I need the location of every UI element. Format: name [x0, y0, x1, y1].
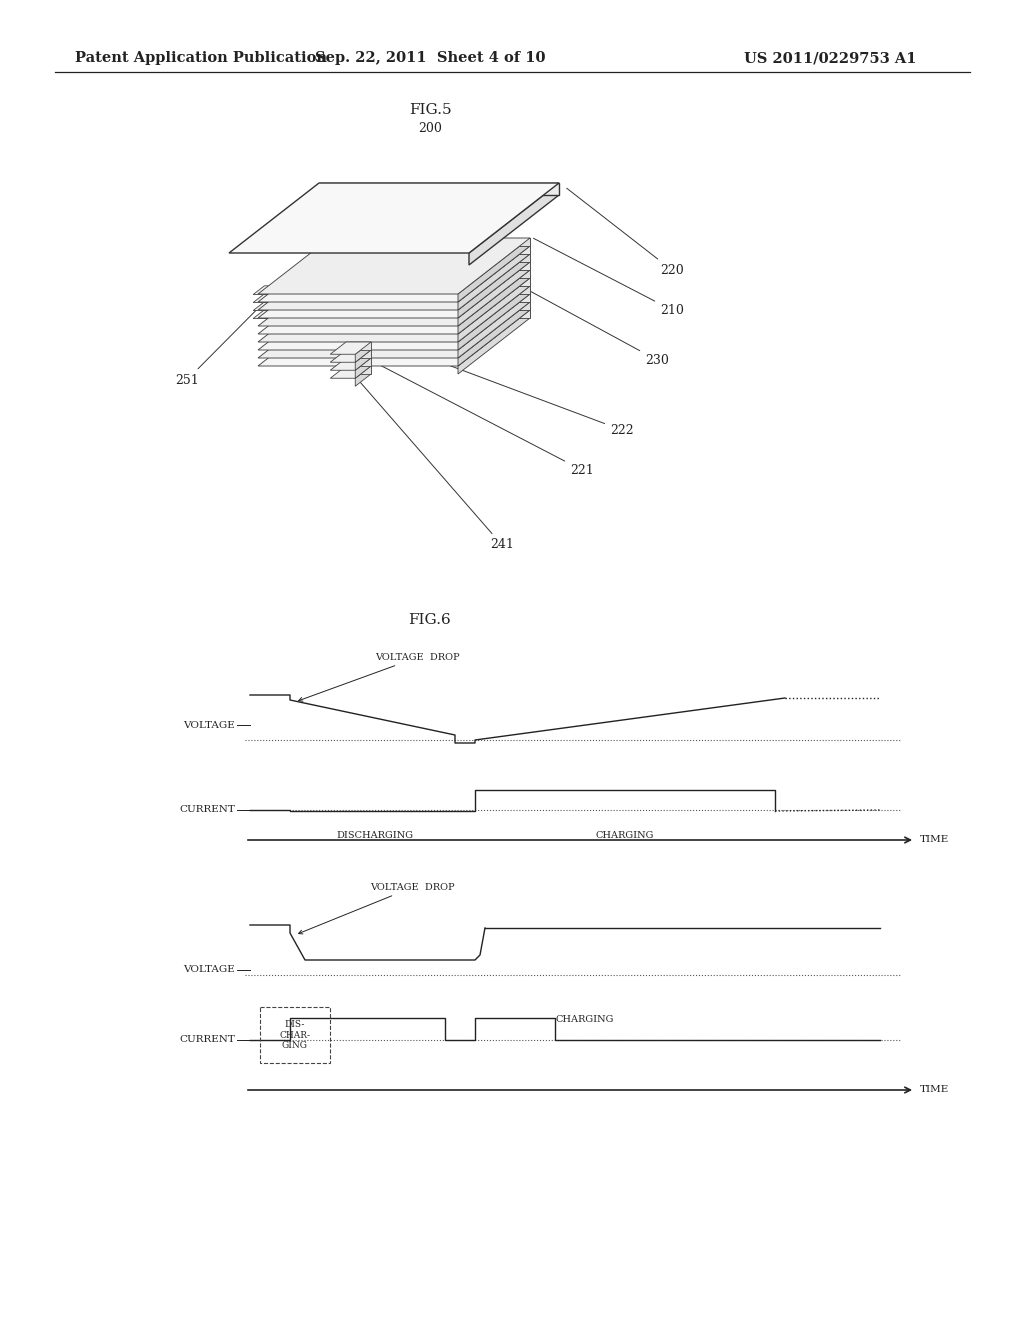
Polygon shape: [253, 294, 299, 302]
Polygon shape: [458, 271, 530, 334]
Polygon shape: [346, 342, 371, 350]
Polygon shape: [458, 286, 530, 350]
Polygon shape: [253, 286, 299, 294]
Polygon shape: [258, 238, 530, 294]
Text: US 2011/0229753 A1: US 2011/0229753 A1: [743, 51, 916, 65]
Polygon shape: [264, 310, 299, 318]
Polygon shape: [330, 261, 530, 271]
Polygon shape: [458, 279, 530, 342]
Polygon shape: [330, 286, 530, 294]
Polygon shape: [330, 253, 530, 261]
Polygon shape: [258, 294, 530, 350]
Text: 241: 241: [348, 368, 514, 552]
Polygon shape: [330, 279, 530, 286]
Polygon shape: [319, 183, 559, 195]
Polygon shape: [258, 261, 530, 318]
Polygon shape: [331, 350, 371, 362]
Polygon shape: [458, 246, 530, 310]
Polygon shape: [253, 310, 299, 318]
Text: FIG.5: FIG.5: [409, 103, 452, 117]
Polygon shape: [258, 279, 530, 334]
Text: CURRENT: CURRENT: [179, 805, 234, 814]
Polygon shape: [458, 302, 530, 366]
Polygon shape: [264, 302, 299, 310]
Polygon shape: [330, 271, 530, 279]
Text: 251: 251: [175, 265, 301, 387]
Polygon shape: [288, 310, 299, 326]
Text: 200: 200: [418, 121, 442, 135]
Polygon shape: [330, 294, 530, 302]
Text: TIME: TIME: [920, 1085, 949, 1094]
Polygon shape: [458, 294, 530, 358]
Text: Sep. 22, 2011  Sheet 4 of 10: Sep. 22, 2011 Sheet 4 of 10: [314, 51, 545, 65]
Polygon shape: [229, 183, 559, 253]
Polygon shape: [330, 310, 530, 318]
Text: VOLTAGE: VOLTAGE: [183, 721, 234, 730]
Text: 220: 220: [566, 189, 684, 276]
Polygon shape: [288, 294, 299, 310]
Text: 221: 221: [351, 350, 594, 477]
Text: Patent Application Publication: Patent Application Publication: [75, 51, 327, 65]
Polygon shape: [288, 286, 299, 302]
Polygon shape: [458, 310, 530, 374]
Text: TIME: TIME: [920, 836, 949, 845]
Polygon shape: [330, 246, 530, 253]
Text: 210: 210: [534, 239, 684, 317]
Polygon shape: [330, 302, 530, 310]
Text: VOLTAGE  DROP: VOLTAGE DROP: [299, 883, 455, 933]
Polygon shape: [469, 183, 559, 265]
Polygon shape: [355, 350, 371, 370]
Polygon shape: [264, 294, 299, 302]
Polygon shape: [331, 358, 371, 370]
Polygon shape: [331, 342, 371, 354]
Text: VOLTAGE  DROP: VOLTAGE DROP: [299, 653, 460, 701]
Polygon shape: [258, 271, 530, 326]
Text: 222: 222: [356, 330, 634, 437]
Polygon shape: [258, 302, 530, 358]
Polygon shape: [330, 238, 530, 246]
Polygon shape: [331, 366, 371, 379]
Text: CURRENT: CURRENT: [179, 1035, 234, 1044]
Polygon shape: [458, 238, 530, 302]
Polygon shape: [288, 302, 299, 318]
Text: FIG.6: FIG.6: [409, 612, 452, 627]
Text: CHARGING: CHARGING: [556, 1015, 614, 1024]
Polygon shape: [346, 358, 371, 366]
Text: DISCHARGING: DISCHARGING: [337, 830, 414, 840]
Text: DIS-
CHAR-
GING: DIS- CHAR- GING: [280, 1020, 310, 1049]
Text: VOLTAGE: VOLTAGE: [183, 965, 234, 974]
Polygon shape: [258, 310, 530, 366]
Polygon shape: [264, 286, 299, 294]
Polygon shape: [346, 350, 371, 358]
Polygon shape: [346, 366, 371, 374]
Polygon shape: [458, 261, 530, 326]
Polygon shape: [258, 253, 530, 310]
Polygon shape: [355, 358, 371, 379]
Polygon shape: [258, 286, 530, 342]
Polygon shape: [258, 246, 530, 302]
Polygon shape: [355, 366, 371, 387]
Text: 230: 230: [519, 285, 669, 367]
Polygon shape: [458, 253, 530, 318]
Polygon shape: [253, 302, 299, 310]
Text: CHARGING: CHARGING: [596, 830, 654, 840]
Polygon shape: [355, 342, 371, 362]
Bar: [260, 1007, 330, 1063]
